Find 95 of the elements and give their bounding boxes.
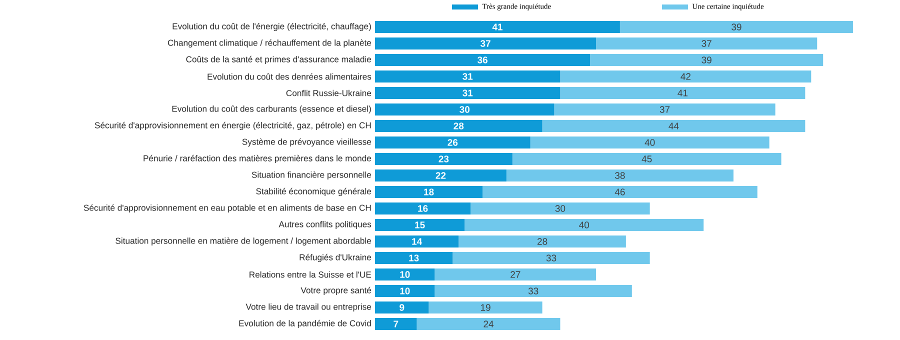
bar [620,21,853,33]
y-tick-label: Sécurité d'approvisionnement en énergie (électricité, gaz, pétrole) en CH [94,122,371,130]
bar [470,202,650,214]
bar [375,38,596,50]
data-label: 33 [546,254,556,262]
bar [375,186,483,198]
y-tick-label: Evolution de la pandémie de Covid [239,320,371,328]
data-label: 40 [644,139,655,146]
bar [375,202,471,214]
bar [375,120,542,132]
data-label: 19 [480,304,490,311]
bar [375,136,530,148]
bar [375,70,560,82]
data-label: 44 [668,122,679,130]
data-label: 30 [460,106,470,113]
bar [375,235,459,248]
data-label: 9 [400,304,404,311]
bar [554,103,776,116]
y-tick-label: Réfugiés d'Ukraine [300,254,372,262]
data-label: 10 [400,288,410,294]
y-tick-label: Evolution du coût des carburants (essence et diesel) [172,105,371,114]
bar [375,284,435,297]
data-label: 31 [462,73,473,80]
y-tick-label: Evolution du coût de l'énergie (électricité, chauffage) [172,22,371,32]
bar [375,152,512,165]
y-tick-label: Autres conflits politiques [278,220,372,230]
data-label: 28 [454,122,464,130]
y-tick-label: Système de prévoyance vieillesse [242,138,372,147]
bar [375,54,590,66]
y-tick-label: Coûts de la santé et primes d'assurance maladie [186,56,372,64]
data-label: 38 [615,172,625,179]
data-label: 27 [510,271,520,278]
bar [434,268,596,280]
bar [530,136,770,148]
bar [512,152,782,165]
bar [458,235,626,248]
y-tick-label: Evolution du coût des denrées alimentaires [208,73,372,80]
bar [434,284,632,297]
data-label: 18 [424,188,434,196]
data-label: 7 [394,320,398,328]
data-label: 10 [400,271,410,278]
data-label: 26 [448,139,458,146]
bar [416,318,560,330]
bar [375,103,554,116]
data-label: 33 [528,288,538,294]
y-tick-label: Votre lieu de travail ou entreprise [246,303,372,312]
bar [560,70,812,82]
bar [560,86,806,99]
data-label: 22 [436,172,446,179]
y-tick-label: Sécurité d'approvisionnement en eau potable et en aliments de base en CH [84,204,371,213]
data-label: 37 [660,106,670,113]
bar [375,252,453,264]
data-label: 31 [462,90,473,96]
bar [464,218,704,231]
data-label: 39 [732,24,742,30]
bar [590,54,824,66]
bar [375,218,465,231]
data-label: 45 [642,156,652,162]
data-label: 37 [480,40,490,47]
bar [375,21,620,33]
bar [452,252,650,264]
y-tick-label: Relations entre la Suisse et l'UE [250,271,372,278]
data-label: 37 [702,40,712,47]
y-tick-label: Conflit Russie-Ukraine [286,90,372,96]
data-label: 24 [484,320,494,328]
y-tick-label: Changement climatique / réchauffement de la planète [168,39,372,48]
bar [428,301,542,314]
y-tick-label: Votre propre santé [300,286,372,296]
y-tick-label: Situation personnelle en matière de logement / logement abordable [116,237,372,246]
data-label: 40 [579,222,590,228]
bar [596,38,818,50]
data-label: 42 [680,73,691,80]
y-tick-label: Situation financière personnelle [252,171,372,180]
data-label: 28 [537,238,548,245]
bar [375,268,435,280]
bar [375,318,417,330]
y-tick-label: Stabilité économique générale [256,188,372,196]
data-label: 41 [492,24,503,30]
bar [375,169,506,182]
bar [482,186,758,198]
data-label: 46 [614,188,625,196]
data-label: 13 [409,254,419,262]
data-label: 14 [412,238,422,245]
bar [506,169,734,182]
bar [375,301,429,314]
data-label: 36 [477,56,488,64]
y-tick-label: Pénurie / raréfaction des matières premières dans le monde [144,154,372,164]
data-label: 41 [678,90,688,96]
bar [542,120,806,132]
data-label: 23 [438,156,449,162]
data-label: 15 [415,222,425,228]
data-label: 39 [702,56,712,64]
data-label: 30 [555,205,566,212]
data-label: 16 [418,205,428,212]
bar [375,86,560,99]
